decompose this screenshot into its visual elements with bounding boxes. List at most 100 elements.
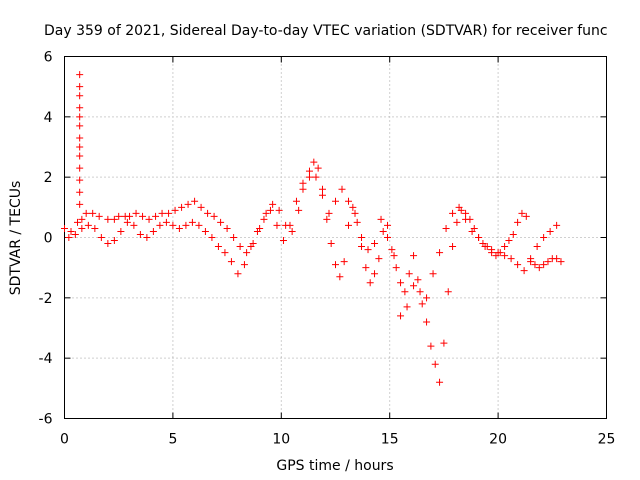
data-point — [286, 221, 294, 229]
data-point — [318, 191, 326, 199]
data-point — [488, 249, 496, 257]
y-tick-label: -4 — [39, 351, 53, 367]
data-point — [494, 249, 502, 257]
x-tick-label: 0 — [60, 432, 69, 448]
data-point — [110, 237, 118, 245]
data-point — [234, 270, 242, 278]
data-point — [431, 360, 439, 368]
data-point — [195, 221, 203, 229]
data-point — [345, 221, 353, 229]
data-point — [401, 288, 409, 296]
data-point — [366, 279, 374, 287]
data-point — [462, 215, 470, 223]
data-point — [481, 243, 489, 251]
data-point — [384, 234, 392, 241]
data-point — [353, 218, 361, 226]
data-point — [76, 71, 84, 79]
data-point — [375, 255, 383, 263]
data-point — [520, 267, 528, 275]
data-point — [518, 209, 526, 217]
data-point — [76, 134, 84, 142]
data-point — [78, 224, 86, 232]
data-point — [514, 218, 522, 226]
data-point — [76, 188, 84, 196]
data-point — [240, 261, 248, 269]
data-point — [288, 227, 296, 235]
data-point — [197, 203, 205, 211]
data-point — [507, 255, 515, 263]
data-point — [104, 240, 112, 248]
data-point — [230, 234, 238, 241]
data-point — [371, 240, 379, 248]
data-point — [364, 246, 372, 254]
data-point — [553, 255, 561, 263]
data-point — [76, 83, 84, 91]
data-point — [227, 258, 235, 266]
data-point — [269, 200, 277, 208]
data-point — [410, 252, 418, 260]
data-point — [204, 209, 212, 217]
x-axis-label: GPS time / hours — [276, 458, 393, 474]
data-point — [358, 234, 366, 241]
x-tick-label: 25 — [598, 432, 616, 448]
data-point — [126, 212, 134, 220]
data-point — [436, 378, 444, 386]
data-point — [531, 261, 539, 269]
data-point — [468, 227, 476, 235]
data-point — [84, 221, 92, 229]
data-point — [397, 312, 405, 320]
data-point — [462, 209, 470, 217]
data-point — [279, 237, 287, 245]
x-tick-label: 5 — [168, 432, 177, 448]
data-point — [314, 164, 322, 172]
data-point — [171, 206, 179, 214]
data-point — [299, 185, 307, 193]
data-point — [221, 249, 229, 257]
data-point — [253, 227, 261, 235]
data-point — [184, 200, 192, 208]
data-point — [123, 218, 131, 226]
data-point — [362, 264, 370, 272]
y-tick-label: -6 — [39, 412, 53, 428]
data-point — [165, 209, 173, 217]
data-point — [392, 264, 400, 272]
data-point — [175, 224, 183, 232]
data-point — [178, 203, 186, 211]
data-point — [152, 212, 160, 220]
data-point — [76, 122, 84, 130]
data-point — [273, 221, 281, 229]
data-point — [208, 234, 216, 241]
data-point — [336, 273, 344, 281]
data-point — [299, 179, 307, 187]
data-point — [76, 113, 84, 121]
data-point — [388, 246, 396, 254]
data-point — [145, 215, 153, 223]
data-point — [74, 218, 82, 226]
data-point — [442, 224, 450, 232]
data-point — [505, 237, 513, 245]
chart-title: Day 359 of 2021, Sidereal Day-to-day VTE… — [44, 23, 608, 39]
data-point — [210, 212, 218, 220]
data-point — [76, 176, 84, 184]
data-point — [76, 200, 84, 208]
data-point — [509, 230, 517, 238]
data-point — [423, 318, 431, 326]
data-point — [501, 243, 509, 251]
data-point — [323, 215, 331, 223]
data-point — [305, 173, 313, 181]
data-point — [540, 261, 548, 269]
data-point — [266, 206, 274, 214]
data-point — [390, 252, 398, 260]
data-point — [449, 243, 457, 251]
data-point — [260, 215, 268, 223]
data-point — [418, 300, 426, 308]
data-point — [546, 227, 554, 235]
data-point — [557, 258, 565, 266]
data-point — [351, 209, 359, 217]
data-point — [405, 270, 413, 278]
data-point — [115, 212, 123, 220]
data-point — [345, 197, 353, 205]
data-point — [156, 221, 164, 229]
data-point — [414, 276, 422, 284]
data-point — [527, 258, 535, 266]
